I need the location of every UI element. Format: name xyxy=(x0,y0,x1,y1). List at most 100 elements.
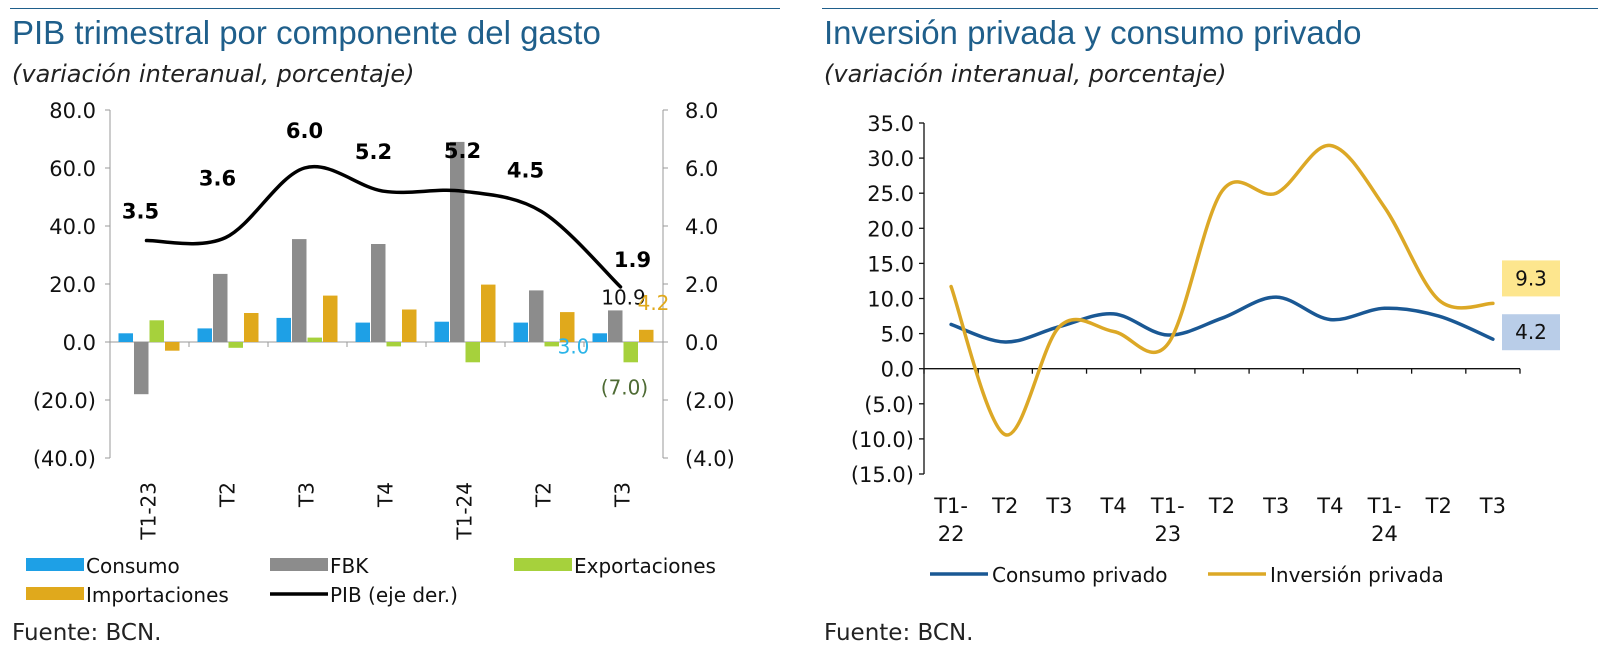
bar-consumo xyxy=(434,321,449,342)
bar-consumo xyxy=(197,328,212,342)
pib-data-label: 4.5 xyxy=(507,159,544,183)
y-tick-label: 35.0 xyxy=(867,112,914,136)
x-tick-label: T2 xyxy=(991,494,1018,518)
bar-fbk xyxy=(292,239,307,342)
y-tick-label: 15.0 xyxy=(867,252,914,276)
inversion-callout-label: 9.3 xyxy=(1515,266,1547,290)
bar-exportaciones xyxy=(228,342,243,348)
panel-top-rule xyxy=(822,8,1598,9)
pib-data-label: 5.2 xyxy=(444,139,481,163)
importaciones-data-label: 4.2 xyxy=(638,291,670,315)
pib-line xyxy=(144,164,623,289)
bar-consumo xyxy=(276,317,291,342)
legend-label: PIB (eje der.) xyxy=(330,583,458,607)
x-tick-label: T3 xyxy=(1045,494,1072,518)
consumo-callout-label: 4.2 xyxy=(1515,320,1547,344)
chart-source: Fuente: BCN. xyxy=(12,620,162,646)
x-tick-label: T1-24 xyxy=(453,482,477,541)
y-tick-label-right: (2.0) xyxy=(685,389,735,413)
legend-swatch xyxy=(270,558,328,571)
bar-exportaciones xyxy=(623,342,638,363)
x-tick-label: T1-23 xyxy=(137,482,161,541)
legend-swatch xyxy=(26,587,84,600)
y-tick-label-right: 4.0 xyxy=(685,215,718,239)
bar-fbk xyxy=(608,310,623,342)
pib-data-label: 1.9 xyxy=(614,248,651,272)
consumo-data-label: 3.0 xyxy=(558,334,590,358)
legend-label: Consumo privado xyxy=(992,563,1168,587)
legend-label: Inversión privada xyxy=(1270,563,1444,587)
y-tick-label: (5.0) xyxy=(864,393,914,417)
inversion-privada-line xyxy=(949,143,1495,437)
panel-top-rule xyxy=(10,8,780,9)
legend-swatch xyxy=(26,558,84,571)
x-tick-label: T3 xyxy=(1262,494,1289,518)
y-tick-label: 25.0 xyxy=(867,182,914,206)
y-tick-label-left: 20.0 xyxy=(49,273,96,297)
y-tick-label: (10.0) xyxy=(851,428,914,452)
bar-fbk xyxy=(213,273,228,342)
y-tick-label: 0.0 xyxy=(881,358,914,382)
chart-panel-pib: PIB trimestral por componente del gasto … xyxy=(0,0,780,659)
legend-label: FBK xyxy=(330,554,369,578)
y-tick-label-right: 6.0 xyxy=(685,157,718,181)
bar-exportaciones xyxy=(465,342,480,363)
y-tick-label-left: 0.0 xyxy=(63,331,96,355)
inversion-line-chart: 35.0 30.0 25.0 20.0 15.0 10.0 5.0 0.0 (5.0) (10.0… xyxy=(851,112,1560,587)
y-tick-label: 5.0 xyxy=(881,323,914,347)
chart-title: Inversión privada y consumo privado xyxy=(824,14,1362,51)
consumo-callout-box xyxy=(1502,314,1560,351)
bar-consumo xyxy=(592,333,607,342)
x-tick-label: T4 xyxy=(374,482,398,508)
x-tick-label: T3 xyxy=(295,482,319,508)
bar-exportaciones xyxy=(544,342,559,347)
y-tick-label: 10.0 xyxy=(867,288,914,312)
pib-bar-chart: 80.0 60.0 40.0 20.0 0.0 (20.0) (40.0) 8.0 6.0 4.0… xyxy=(26,99,735,607)
x-tick-label: T1- xyxy=(1367,494,1402,518)
y-tick-label-right: 0.0 xyxy=(685,331,718,355)
legend-swatch xyxy=(514,558,572,571)
bar-importaciones xyxy=(165,342,180,351)
legend-label: Exportaciones xyxy=(574,554,716,578)
x-tick-label: 22 xyxy=(938,522,965,546)
y-tick-label-left: 60.0 xyxy=(49,157,96,181)
pib-data-label: 6.0 xyxy=(286,119,323,143)
pib-data-label: 3.5 xyxy=(122,200,159,224)
chart-title: PIB trimestral por componente del gasto xyxy=(12,14,601,51)
legend-label: Importaciones xyxy=(86,583,229,607)
inversion-callout-box xyxy=(1502,260,1560,297)
y-tick-label: 20.0 xyxy=(867,217,914,241)
bar-importaciones xyxy=(244,313,259,342)
bar-consumo xyxy=(513,322,528,342)
x-tick-label: T1- xyxy=(933,494,968,518)
pib-data-label: 5.2 xyxy=(355,140,392,164)
bar-importaciones xyxy=(402,309,417,342)
chart-source: Fuente: BCN. xyxy=(824,620,974,646)
y-tick-label-right: (4.0) xyxy=(685,447,735,471)
pib-data-label: 3.6 xyxy=(199,167,236,191)
bar-fbk xyxy=(450,141,465,342)
x-tick-label: T3 xyxy=(1479,494,1506,518)
x-tick-label: T4 xyxy=(1100,494,1127,518)
y-tick-label-left: (20.0) xyxy=(33,389,96,413)
bar-exportaciones xyxy=(149,320,164,343)
y-tick-label-left: 40.0 xyxy=(49,215,96,239)
bar-fbk xyxy=(134,342,149,395)
bar-importaciones xyxy=(560,312,575,342)
y-tick-label-right: 2.0 xyxy=(685,273,718,297)
bar-importaciones xyxy=(639,329,654,342)
x-tick-label: T4 xyxy=(1316,494,1343,518)
bar-exportaciones xyxy=(386,342,401,347)
x-tick-label: T2 xyxy=(1425,494,1452,518)
x-tick-label: T2 xyxy=(216,482,240,508)
y-tick-label: 30.0 xyxy=(867,147,914,171)
y-tick-label: (15.0) xyxy=(851,463,914,487)
legend-label: Consumo xyxy=(86,554,180,578)
bar-fbk xyxy=(371,244,386,342)
chart-subtitle: (variación interanual, porcentaje) xyxy=(12,60,415,88)
consumo-privado-line xyxy=(949,295,1495,344)
chart-panel-inversion: Inversión privada y consumo privado (var… xyxy=(812,0,1598,659)
y-tick-label-left: (40.0) xyxy=(33,447,96,471)
fbk-data-label: 10.9 xyxy=(601,285,646,309)
bar-consumo xyxy=(355,322,370,342)
